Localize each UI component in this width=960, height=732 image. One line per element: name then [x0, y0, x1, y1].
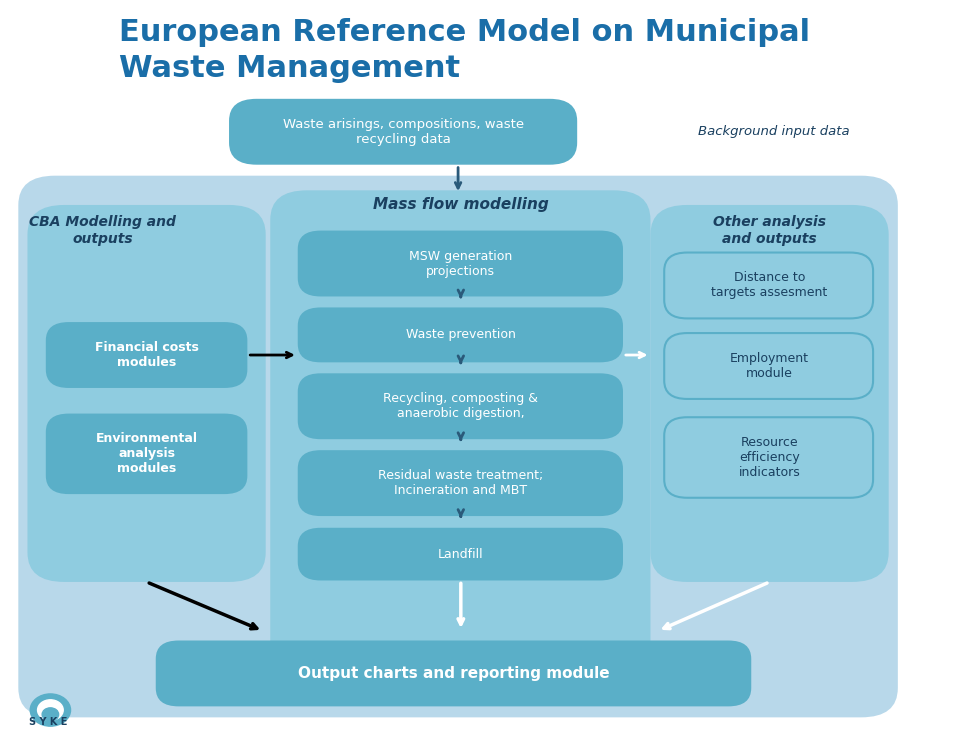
FancyBboxPatch shape: [664, 253, 873, 318]
FancyBboxPatch shape: [298, 373, 623, 439]
Text: Distance to
targets assesment: Distance to targets assesment: [711, 272, 828, 299]
Text: Waste prevention: Waste prevention: [406, 328, 516, 341]
FancyBboxPatch shape: [229, 99, 577, 165]
FancyBboxPatch shape: [664, 417, 873, 498]
Text: Resource
efficiency
indicators: Resource efficiency indicators: [738, 436, 801, 479]
FancyBboxPatch shape: [298, 307, 623, 362]
Text: European Reference Model on Municipal
Waste Management: European Reference Model on Municipal Wa…: [119, 18, 810, 83]
Circle shape: [37, 700, 63, 720]
FancyBboxPatch shape: [46, 414, 248, 494]
FancyBboxPatch shape: [651, 205, 889, 582]
Text: MSW generation
projections: MSW generation projections: [409, 250, 513, 277]
FancyBboxPatch shape: [46, 322, 248, 388]
Circle shape: [42, 708, 59, 721]
Text: Environmental
analysis
modules: Environmental analysis modules: [96, 433, 198, 475]
Text: Other analysis
and outputs: Other analysis and outputs: [713, 215, 826, 246]
FancyBboxPatch shape: [298, 231, 623, 296]
Text: Output charts and reporting module: Output charts and reporting module: [298, 666, 610, 681]
FancyBboxPatch shape: [271, 190, 651, 670]
Text: Residual waste treatment;
Incineration and MBT: Residual waste treatment; Incineration a…: [378, 469, 543, 497]
Circle shape: [30, 694, 70, 726]
FancyBboxPatch shape: [298, 528, 623, 580]
Text: Landfill: Landfill: [438, 548, 484, 561]
FancyBboxPatch shape: [298, 450, 623, 516]
Text: Employment
module: Employment module: [730, 352, 809, 380]
FancyBboxPatch shape: [18, 176, 898, 717]
Text: CBA Modelling and
outputs: CBA Modelling and outputs: [29, 215, 176, 246]
Text: Waste arisings, compositions, waste
recycling data: Waste arisings, compositions, waste recy…: [282, 118, 523, 146]
FancyBboxPatch shape: [664, 333, 873, 399]
Text: Financial costs
modules: Financial costs modules: [95, 341, 199, 369]
Text: Background input data: Background input data: [698, 125, 850, 138]
FancyBboxPatch shape: [28, 205, 266, 582]
FancyBboxPatch shape: [0, 0, 916, 732]
Text: Recycling, composting &
anaerobic digestion,: Recycling, composting & anaerobic digest…: [383, 392, 539, 420]
Text: S Y K E: S Y K E: [30, 717, 68, 727]
FancyBboxPatch shape: [156, 640, 752, 706]
Text: Mass flow modelling: Mass flow modelling: [372, 198, 549, 212]
